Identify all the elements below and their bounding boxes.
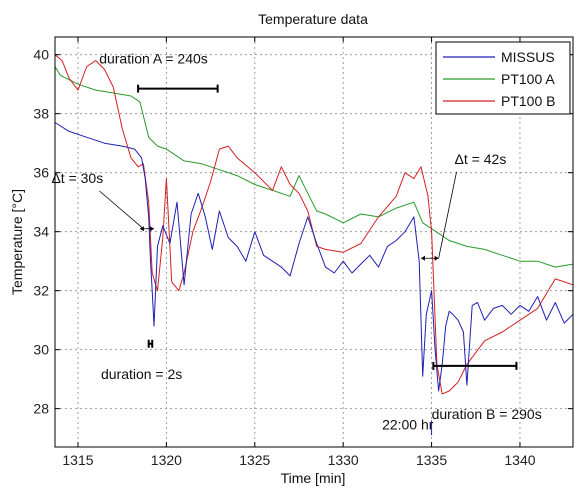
series-layer [54,54,574,395]
x-tick-label: 1325 [239,452,270,468]
duration-b-label: duration B = 290s [432,406,542,422]
legend-box [435,41,571,115]
axis-ticks: 1315 1320 1325 1330 1335 1340 28 30 32 34 36 38 40 [33,37,573,468]
delta-t-30-arrow-left [139,226,144,232]
y-tick-label: 38 [33,106,49,122]
delta-t-30-pointer [99,190,144,230]
series-line-pt100-a [54,66,574,268]
delta-t-42-arrow-right [434,255,439,261]
legend-label-pt100-a: PT100 A [501,71,555,87]
y-tick-label: 28 [33,401,49,417]
x-tick-label: 1340 [504,452,535,468]
chart-title: Temperature data [258,11,368,27]
series-line-missus [54,122,574,392]
y-axis-label: Temperature [°C] [9,189,25,295]
duration-2s-label: duration = 2s [101,366,182,382]
delta-t-30-arrow-right [150,226,155,232]
delta-t-42-pointer [438,171,457,259]
x-axis-label: Time [min] [281,470,346,486]
y-tick-label: 30 [33,342,49,358]
x-tick-label: 1335 [416,452,447,468]
legend: MISSUS PT100 A PT100 B [435,41,571,115]
delta-t-42-label: Δt = 42s [455,151,507,167]
grid-lines [55,37,573,447]
delta-t-42-arrow-left [420,255,425,261]
annotations: duration A = 240s duration B = 290s durati… [51,51,542,436]
legend-label-pt100-b: PT100 B [501,93,555,109]
y-tick-label: 36 [33,165,49,181]
delta-t-30-label: Δt = 30s [51,170,103,186]
time-marker-label: 22:00 hr [382,416,434,432]
y-tick-label: 40 [33,47,49,63]
plot-frame [54,36,574,448]
y-tick-label: 34 [33,224,49,240]
x-tick-label: 1330 [328,452,359,468]
series-line-pt100-b [54,54,574,395]
x-tick-label: 1320 [151,452,182,468]
legend-label-missus: MISSUS [501,49,555,65]
duration-a-label: duration A = 240s [99,51,208,67]
y-tick-label: 32 [33,283,49,299]
x-tick-label: 1315 [62,452,93,468]
